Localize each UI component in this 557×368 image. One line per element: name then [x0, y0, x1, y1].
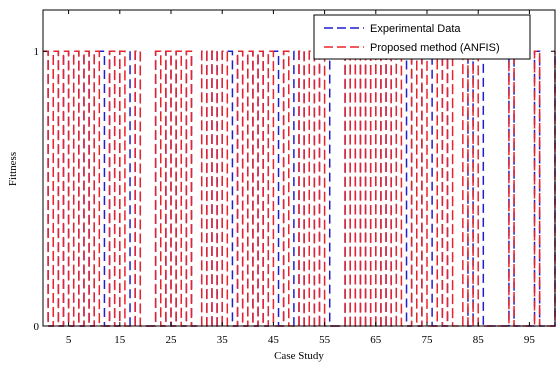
x-tick-label: 35 — [217, 334, 229, 346]
plot-frame — [42, 9, 556, 327]
x-tick-label: 55 — [319, 334, 331, 346]
y-axis-label: Fittness — [7, 152, 19, 186]
x-tick-label: 5 — [66, 334, 72, 346]
x-tick-label: 65 — [370, 334, 382, 346]
legend-label-proposed-method: Proposed method (ANFIS) — [370, 42, 500, 54]
series-line-proposed-method — [43, 50, 556, 327]
y-axis-ticks: 01 — [34, 46, 555, 333]
legend-label-experimental-data: Experimental Data — [370, 23, 461, 35]
x-tick-label: 25 — [166, 334, 178, 346]
x-tick-label: 45 — [268, 334, 280, 346]
x-tick-label: 85 — [473, 334, 485, 346]
x-axis-ticks: 5 15 25 35 45 55 65 75 85 95 — [66, 10, 536, 346]
x-tick-label: 15 — [114, 334, 126, 346]
legend-box — [313, 14, 531, 60]
legend: Experimental Data Proposed method (ANFIS… — [313, 14, 531, 60]
y-tick-label: 1 — [34, 46, 40, 58]
x-tick-label: 75 — [422, 334, 434, 346]
x-tick-label: 95 — [524, 334, 536, 346]
y-tick-label: 0 — [34, 321, 40, 333]
x-axis-label: Case Study — [274, 350, 324, 362]
